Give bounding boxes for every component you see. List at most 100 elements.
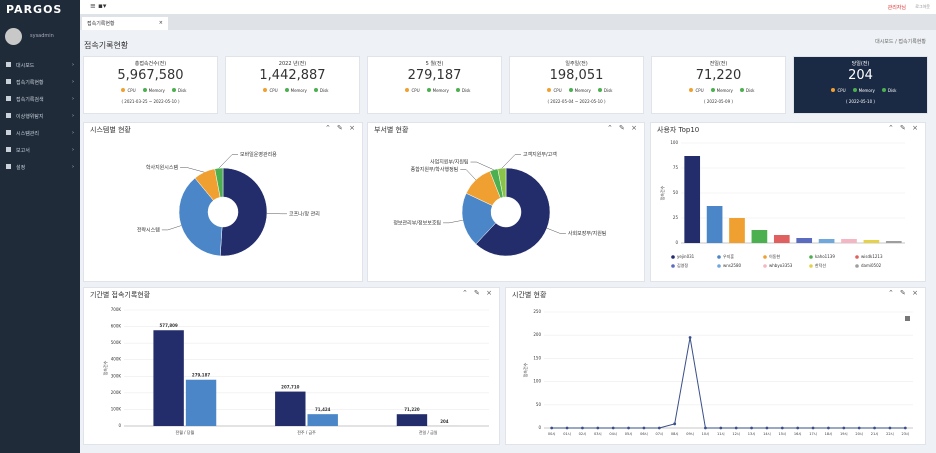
point (888, 426, 892, 430)
sidebar: PARGOS sysadmin 대시보드 › 접속기록현황 › 접속기록검색 › 이상행위탐… (0, 0, 80, 453)
panel: 기간별 접속기록현황 ⌃ ✎ × 0 100K 200K 300K 400K 500K 600K… (83, 287, 500, 445)
x-tick-label: 10시 (702, 431, 710, 436)
point (842, 426, 846, 430)
user-name[interactable]: 관리자님 (887, 5, 906, 11)
legend-label: CPU (127, 88, 136, 93)
y-tick-label: 200 (533, 332, 541, 337)
x-tick-label: 03시 (594, 431, 602, 436)
bar (185, 379, 217, 426)
stat-value: 279,187 (407, 68, 462, 83)
bar (818, 239, 835, 243)
menu-arrow: › (72, 164, 74, 170)
y-tick-label: 0 (538, 425, 541, 430)
y-tick-label: 25 (673, 215, 679, 220)
slice-label: 종합지원부/학사행정팀 (411, 166, 459, 173)
menu-icon (6, 96, 11, 101)
legend-label: Disk (745, 88, 755, 93)
x-tick-label: 13시 (748, 431, 756, 436)
bar (841, 239, 857, 243)
pie-slice (214, 167, 224, 198)
legend-label: dami0502 (861, 263, 882, 268)
legend-label: 우지훈 (723, 253, 734, 259)
legend-marker (763, 255, 767, 259)
tab[interactable]: 접속기록현황 × (82, 17, 168, 30)
point (765, 426, 769, 430)
menu-item[interactable]: 접속기록현황 › (0, 75, 80, 90)
value-label: 577,809 (160, 323, 178, 328)
bar (153, 330, 184, 426)
value-label: 279,187 (192, 373, 210, 378)
panel: 시스템별 현황 ⌃ ✎ × 코프나/망 관리 전략시스템 학사지원시스템 모바일운영관리용 (83, 122, 363, 282)
logo: PARGOS (6, 3, 63, 16)
legend-dot (689, 88, 694, 92)
panel: 시간별 현황 ⌃ ✎ × 0 50 100 150 200 250 접속건수 00시 01시 02시 0… (505, 287, 926, 445)
x-tick-label: 01시 (563, 431, 571, 436)
legend-dot (547, 88, 552, 92)
y-tick-label: 0 (675, 240, 678, 245)
menu-item[interactable]: 보고서 › (0, 143, 80, 158)
stat-value: 5,967,580 (117, 68, 184, 83)
stat-range: ( 2022-05-09 ) (704, 99, 733, 104)
point (873, 426, 876, 430)
stat-label: 당일(전) (851, 61, 870, 67)
y-tick-label: 150 (533, 355, 541, 360)
point (704, 426, 707, 430)
panel-tools: ⌃ ✎ × (887, 124, 920, 132)
point (796, 426, 800, 430)
legend-label: CPU (837, 88, 846, 93)
legend-dot (313, 88, 318, 92)
legend-dot (831, 88, 836, 92)
legend-label: kaho1139 (815, 254, 835, 259)
x-tick-label: 08시 (671, 431, 679, 436)
legend-label: wisdk1213 (861, 254, 883, 259)
menu-item[interactable]: 시스템관리 › (0, 126, 80, 141)
x-tick-label: 16시 (794, 431, 802, 436)
legend-dot (568, 88, 573, 92)
stat-legend: CPU Memory Disk (510, 88, 643, 93)
x-tick-label: 전월 / 당월 (176, 429, 195, 435)
slice-label: 사업지원부/지원팀 (430, 159, 469, 166)
menu-label: 접속기록검색 (16, 97, 44, 103)
breadcrumb-item[interactable]: 대시보드 (875, 39, 894, 45)
pie-slice (475, 167, 551, 257)
pie-slice (465, 170, 501, 206)
point (657, 426, 661, 430)
bar (706, 206, 723, 243)
menu-arrow: › (72, 79, 74, 85)
point (611, 426, 615, 430)
stat-legend: CPU Memory Disk (794, 88, 927, 93)
stat-card: 일주일(전) 198,051 CPU Memory Disk ( 2022-05-04 ~… (509, 56, 644, 114)
pie-slice (497, 167, 507, 198)
bar (885, 241, 902, 243)
menu-icon (6, 79, 11, 84)
y-tick-label: 600K (111, 324, 122, 329)
stat-range: ( 2022-05-10 ) (846, 99, 875, 104)
stat-legend: CPU Memory Disk (368, 88, 501, 93)
menu-item[interactable]: 접속기록검색 › (0, 92, 80, 107)
bar (863, 240, 880, 243)
legend-label: CPU (695, 88, 704, 93)
bar (396, 414, 428, 426)
stat-card: 당일(전) 204 CPU Memory Disk ( 2022-05-10 ) (793, 56, 928, 114)
point (903, 426, 907, 430)
menu-item[interactable]: 설정 › (0, 160, 80, 175)
menu-item[interactable]: 대시보드 › (0, 58, 80, 73)
y-tick-label: 75 (673, 165, 679, 170)
logout[interactable]: 로그아웃 (915, 4, 930, 9)
slice-label: 모바일운영관리용 (240, 151, 277, 158)
stat-legend: CPU Memory Disk (652, 88, 785, 93)
y-axis-label: 접속건수 (659, 185, 665, 200)
point (550, 426, 554, 430)
point (581, 426, 584, 430)
x-tick-label: 02시 (579, 431, 587, 436)
menu-arrow: › (72, 96, 74, 102)
legend-marker (855, 255, 859, 259)
x-tick-label: 23시 (901, 431, 909, 436)
menu-icon[interactable]: ≡ ▪▾ (90, 2, 107, 10)
menu-item[interactable]: 이상행위탐지 › (0, 109, 80, 124)
legend-label: 한덕선 (815, 262, 826, 268)
bar (307, 414, 338, 426)
panel: 사용자 Top10 ⌃ ✎ × 0 25 50 75 100 접속건수 yejin031 우지훈 이… (650, 122, 926, 282)
